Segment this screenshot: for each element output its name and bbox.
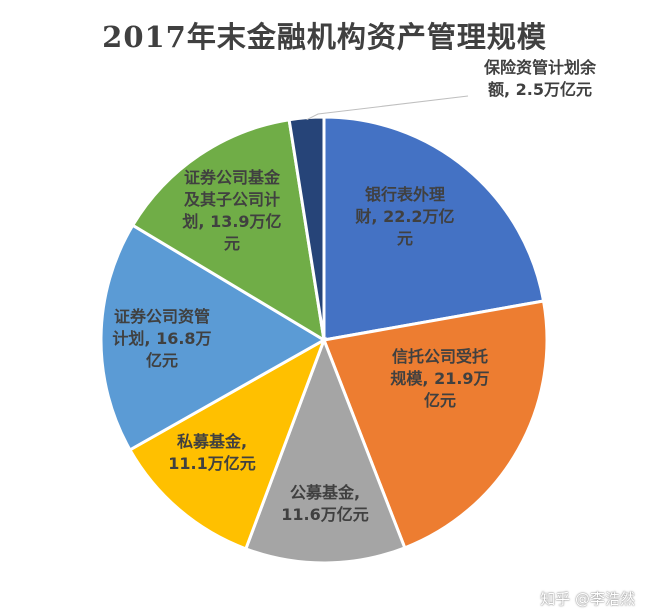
data-label-line: 划, 13.9万亿 [182, 212, 281, 231]
data-label-line: 私募基金, [177, 432, 247, 451]
pie-slice-private-fund [127, 336, 327, 551]
leader-lines [306, 95, 469, 121]
data-label-line: 公募基金, [290, 483, 360, 502]
data-label-line: 信托公司受托 [392, 347, 488, 366]
data-label-line: 规模, 21.9万 [390, 369, 489, 388]
data-label-public-fund: 公募基金, 11.6万亿元 [281, 483, 368, 524]
data-label-line: 证券公司资管 [114, 307, 210, 326]
pie-slice-insurance-am [287, 115, 326, 341]
data-label-line: 计划, 16.8万 [112, 329, 211, 348]
pie-slice-trust [321, 299, 549, 550]
data-label-line: 亿元 [146, 351, 178, 370]
pie-slice-bank-wealth [322, 115, 546, 342]
data-label-line: 元 [224, 234, 240, 253]
pie-slice-public-fund [243, 335, 407, 565]
pie-slice-securities-am [99, 223, 327, 452]
data-label-bank-wealth: 银行表外理财, 22.2万亿元 [354, 185, 454, 248]
chart-title: 2017年末金融机构资产管理规模 [102, 20, 547, 54]
data-label-line: 及其子公司计 [184, 190, 280, 209]
leader-line-insurance-am [306, 95, 469, 121]
data-label-line: 财, 22.2万亿 [354, 207, 454, 226]
data-label-private-fund: 私募基金, 11.1万亿元 [168, 432, 255, 473]
pie-slices [99, 115, 549, 565]
pie-slice-securities-fund [130, 118, 326, 343]
data-label-line: 证券公司基金 [184, 168, 281, 187]
data-label-line: 11.1万亿元 [168, 454, 255, 473]
data-label-line: 元 [397, 229, 413, 248]
data-label-line: 银行表外理 [365, 185, 445, 204]
data-label-securities-fund: 证券公司基金及其子公司计划, 13.9万亿元 [182, 168, 281, 253]
data-label-insurance-am: 保险资管计划余额, 2.5万亿元 [483, 58, 597, 99]
data-label-trust: 信托公司受托规模, 21.9万亿元 [390, 347, 489, 410]
data-label-line: 11.6万亿元 [281, 505, 368, 524]
data-label-line: 亿元 [424, 391, 456, 410]
data-label-line: 保险资管计划余 [483, 58, 597, 77]
data-label-securities-am: 证券公司资管计划, 16.8万亿元 [112, 307, 211, 370]
watermark: 知乎 @李浩然 [540, 590, 635, 608]
data-label-line: 额, 2.5万亿元 [488, 80, 592, 99]
